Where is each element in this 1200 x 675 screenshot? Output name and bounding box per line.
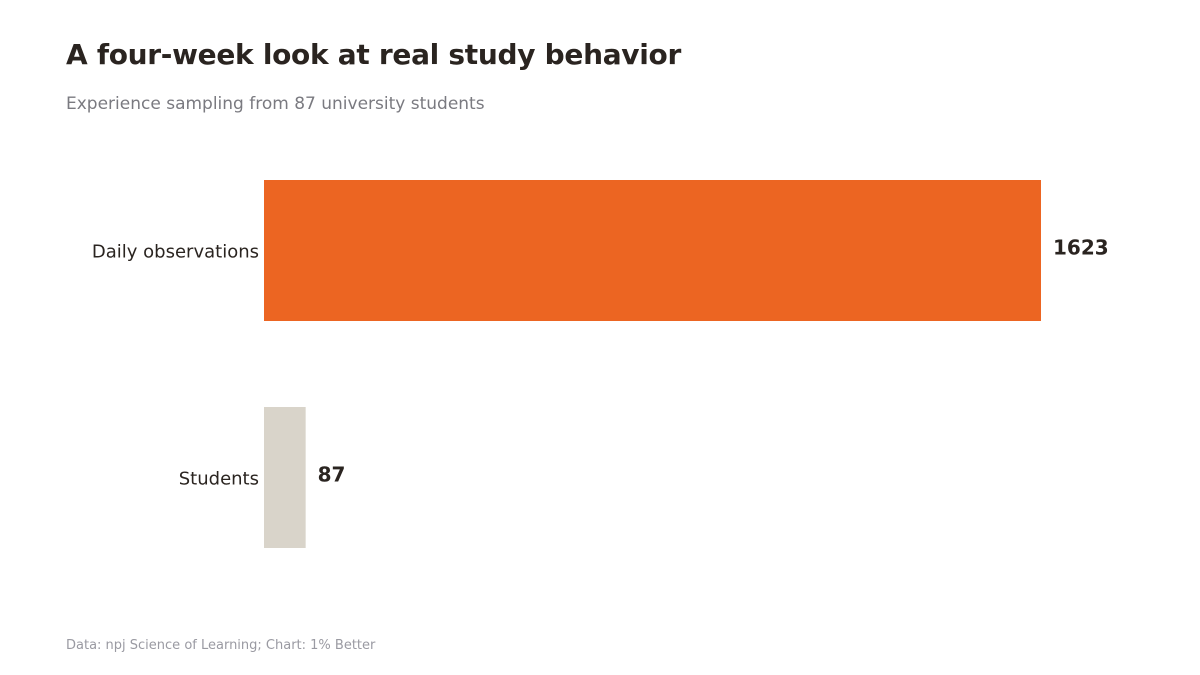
category-label-daily-observations: Daily observations <box>92 242 259 263</box>
category-label-students: Students <box>179 469 259 490</box>
chart-subtitle: Experience sampling from 87 university s… <box>66 94 485 114</box>
bar-daily-observations <box>264 180 1041 321</box>
value-label-students: 87 <box>318 463 346 487</box>
chart-title: A four-week look at real study behavior <box>66 38 682 71</box>
source-note: Data: npj Science of Learning; Chart: 1%… <box>66 638 376 653</box>
bar-students <box>264 407 306 548</box>
value-label-daily-observations: 1623 <box>1053 236 1109 260</box>
